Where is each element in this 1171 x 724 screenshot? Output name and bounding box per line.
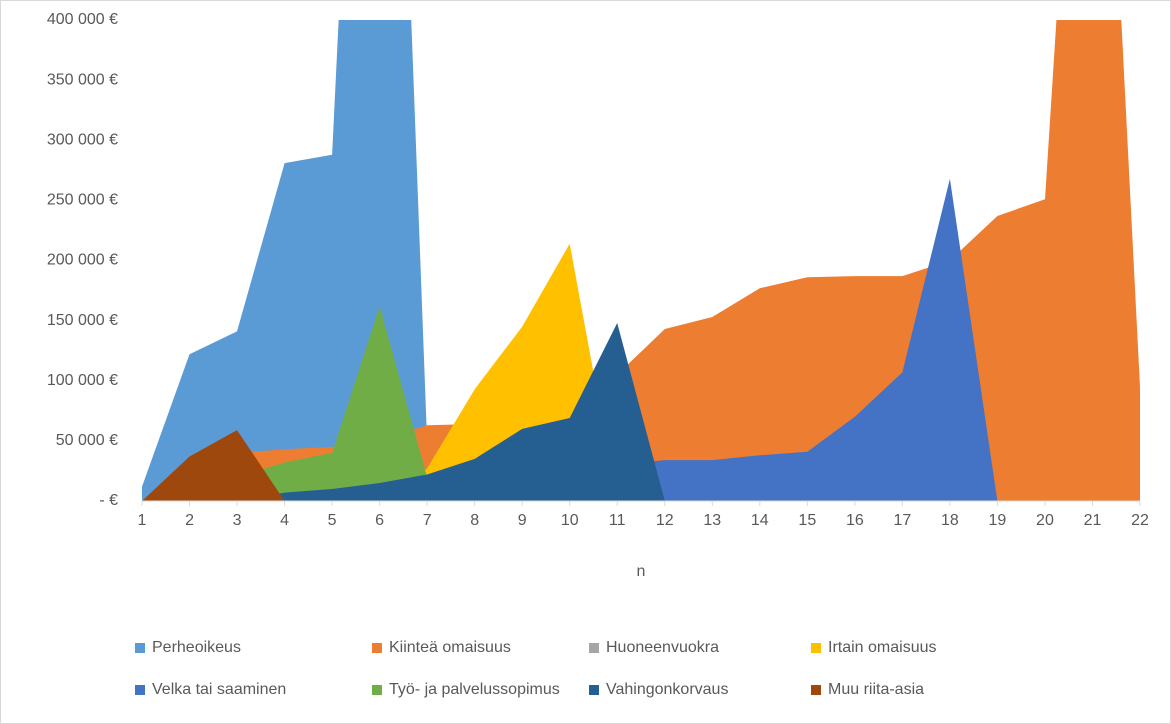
- legend-label: Irtain omaisuus: [828, 639, 937, 656]
- x-axis-title: n: [637, 563, 646, 580]
- x-tick-label: 18: [941, 512, 959, 529]
- legend-swatch: [372, 643, 382, 653]
- legend-label: Muu riita-asia: [828, 681, 924, 698]
- area-series: [142, 178, 1140, 501]
- legend-swatch: [135, 685, 145, 695]
- x-tick-label: 5: [328, 512, 337, 529]
- legend-swatch: [589, 643, 599, 653]
- x-tick-label: 9: [518, 512, 527, 529]
- x-tick-label: 11: [609, 512, 626, 529]
- legend-swatch: [811, 643, 821, 653]
- legend-swatch: [372, 685, 382, 695]
- x-tick-label: 2: [185, 512, 194, 529]
- y-tick-label: 250 000 €: [47, 192, 118, 209]
- legend-label: Huoneenvuokra: [606, 639, 719, 656]
- plot-area: [142, 20, 1140, 501]
- x-tick-label: 4: [280, 512, 289, 529]
- x-tick-label: 14: [751, 512, 769, 529]
- legend-label: Työ- ja palvelussopimus: [389, 681, 560, 698]
- legend-label: Velka tai saaminen: [152, 681, 286, 698]
- x-tick-label: 15: [798, 512, 816, 529]
- legend-swatch: [811, 685, 821, 695]
- y-tick-label: 100 000 €: [47, 372, 118, 389]
- x-tick-label: 16: [846, 512, 864, 529]
- x-tick-label: 8: [470, 512, 479, 529]
- x-tick-label: 3: [233, 512, 242, 529]
- x-tick-label: 19: [989, 512, 1007, 529]
- y-tick-label: - €: [99, 492, 118, 509]
- area-series: [142, 306, 1140, 501]
- x-tick-label: 6: [375, 512, 384, 529]
- area-series: [142, 20, 1140, 501]
- legend-label: Perheoikeus: [152, 639, 241, 656]
- area-series: [142, 430, 1140, 501]
- x-tick-label: 13: [703, 512, 721, 529]
- y-tick-label: 50 000 €: [56, 432, 118, 449]
- legend-swatch: [589, 685, 599, 695]
- area-series: [142, 323, 1140, 501]
- x-tick-label: 7: [423, 512, 432, 529]
- x-tick-label: 12: [656, 512, 674, 529]
- x-tick-label: 10: [561, 512, 579, 529]
- y-tick-label: 350 000 €: [47, 71, 118, 88]
- x-tick-label: 22: [1131, 512, 1149, 529]
- x-tick-label: 17: [893, 512, 911, 529]
- x-tick-label: 20: [1036, 512, 1054, 529]
- y-tick-label: 300 000 €: [47, 131, 118, 148]
- y-tick-label: 150 000 €: [47, 312, 118, 329]
- y-tick-label: 200 000 €: [47, 252, 118, 269]
- legend-swatch: [135, 643, 145, 653]
- x-tick-label: 1: [138, 512, 147, 529]
- legend-label: Kiinteä omaisuus: [389, 639, 511, 656]
- x-tick-label: 21: [1084, 512, 1102, 529]
- y-tick-label: 400 000 €: [47, 11, 118, 28]
- legend-label: Vahingonkorvaus: [606, 681, 728, 698]
